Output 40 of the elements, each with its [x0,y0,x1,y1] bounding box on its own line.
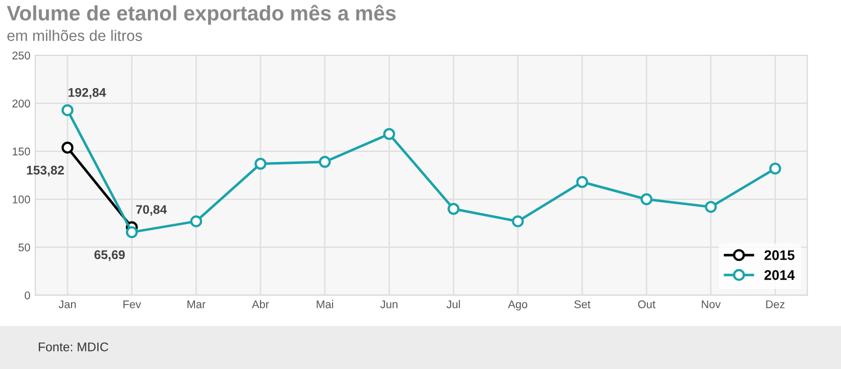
point [318,156,331,168]
point [126,226,138,238]
x-tick-label: Ago [508,300,528,310]
point [254,158,266,170]
point [62,142,74,154]
y-tick-label: 150 [12,148,30,156]
chart-title: Volume de etanol exportado mês a mês [6,4,396,25]
y-tick-label: 200 [12,100,30,108]
point [62,104,74,116]
x-tick-label: Mar [188,300,206,308]
point [769,162,782,175]
x-tick-label: Jun [380,300,398,308]
y-tick-label: 0 [24,291,30,300]
x-tick-label: Jul [446,300,460,308]
y-tick-label: 250 [12,52,30,60]
y-tick-label: 100 [12,196,30,204]
data-label: 192,84 [68,88,106,99]
x-tick-label: Fev [123,300,142,308]
y-tick-label: 50 [18,243,30,252]
source-note: Fonte: MDIC [38,342,108,352]
point [190,215,202,228]
x-tick-label: Out [638,300,656,308]
x-tick-label: Set [574,300,590,308]
x-tick-label: Mai [316,300,334,308]
point [512,215,524,228]
data-label: 65,69 [94,250,125,261]
chart-subtitle: em milhões de litros [7,30,142,41]
point [640,193,652,206]
data-label: 70,84 [136,205,167,216]
legend-label: 2015 [764,250,794,260]
point [704,200,717,213]
point [576,176,588,188]
x-tick-label: Dez [766,300,785,308]
point [383,128,396,140]
point [448,202,460,215]
x-tick-label: Jan [58,300,76,308]
x-tick-label: Nov [702,300,721,308]
x-tick-label: Abr [252,300,269,308]
data-label: 153,82 [26,166,64,176]
legend-label: 2014 [764,270,795,280]
